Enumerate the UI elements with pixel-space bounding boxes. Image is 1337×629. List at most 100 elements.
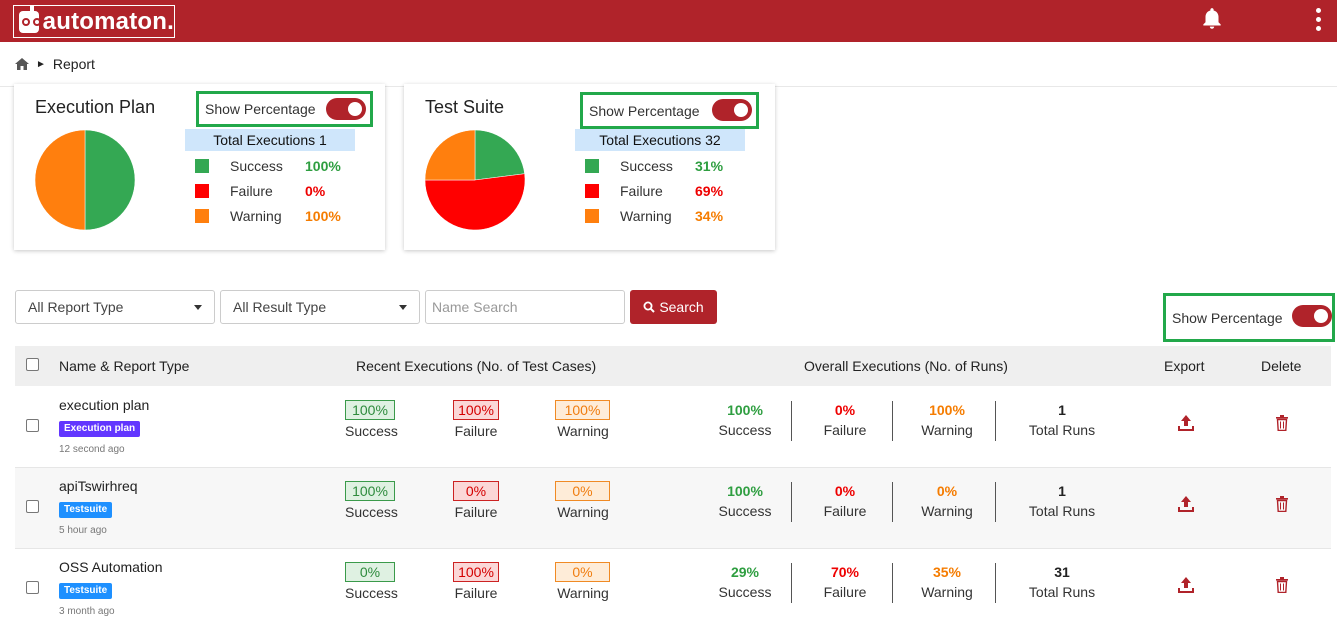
overall-failure-value: 0%: [834, 402, 856, 418]
select-all-checkbox[interactable]: [26, 358, 39, 371]
table-show-percentage-toggle-box: Show Percentage: [1163, 293, 1335, 342]
total-executions: Total Executions 1: [185, 129, 355, 151]
overall-failure-label: Failure: [823, 422, 867, 438]
overall-warning-label: Warning: [921, 584, 973, 600]
export-upload-icon[interactable]: [1177, 495, 1195, 513]
report-name[interactable]: OSS Automation: [59, 559, 163, 575]
recent-warning-value: 0%: [555, 481, 610, 501]
report-type-select[interactable]: All Report Type: [15, 290, 215, 324]
trash-icon[interactable]: [1275, 496, 1289, 512]
recent-failure-value: 100%: [453, 400, 499, 420]
show-percentage-switch[interactable]: [712, 99, 752, 121]
overall-success-value: 29%: [730, 564, 760, 580]
pie-slice-success: [474, 129, 525, 181]
report-time: 5 hour ago: [59, 525, 107, 536]
total-runs-label: Total Runs: [1028, 422, 1096, 438]
recent-failure-label: Failure: [454, 423, 498, 439]
kebab-menu-icon[interactable]: [1314, 8, 1322, 36]
breadcrumb: ► Report: [15, 55, 95, 73]
report-name[interactable]: execution plan: [59, 397, 150, 413]
recent-warning-label: Warning: [557, 423, 609, 439]
total-executions: Total Executions 32: [575, 129, 745, 151]
card-title: Execution Plan: [35, 97, 156, 117]
recent-success-value: 100%: [345, 481, 395, 501]
legend-value: 31%: [695, 158, 724, 174]
trash-icon[interactable]: [1275, 577, 1289, 593]
execution-plan-card: Execution Plan Show Percentage Total Exe…: [14, 84, 385, 250]
export-upload-icon[interactable]: [1177, 414, 1195, 432]
search-button-label: Search: [659, 299, 704, 315]
report-time: 12 second ago: [59, 444, 125, 455]
overall-failure-value: 0%: [834, 483, 856, 499]
legend-warning: Warning 34%: [585, 208, 755, 224]
header-name: Name & Report Type: [59, 358, 190, 374]
toggle-label: Show Percentage: [205, 101, 316, 117]
test-suite-pie-chart: [424, 129, 526, 231]
legend-failure: Failure 0%: [195, 183, 365, 199]
recent-warning-value: 0%: [555, 562, 610, 582]
header-delete: Delete: [1261, 358, 1302, 374]
recent-warning-label: Warning: [557, 585, 609, 601]
table-header: Name & Report Type Recent Executions (No…: [15, 346, 1331, 386]
pie-slice-warning: [424, 129, 476, 181]
execution-plan-pie-chart: [34, 129, 136, 231]
warning-swatch: [585, 209, 599, 223]
recent-success-label: Success: [345, 504, 398, 520]
legend-label: Failure: [230, 183, 273, 199]
legend-label: Warning: [230, 208, 282, 224]
row-checkbox[interactable]: [26, 500, 39, 513]
divider: [995, 563, 996, 603]
legend-value: 100%: [305, 208, 341, 224]
bell-icon[interactable]: [1199, 6, 1225, 32]
legend-label: Warning: [620, 208, 672, 224]
export-upload-icon[interactable]: [1177, 576, 1195, 594]
overall-failure-value: 70%: [830, 564, 860, 580]
recent-success-value: 0%: [345, 562, 395, 582]
divider: [892, 563, 893, 603]
search-button[interactable]: Search: [630, 290, 717, 324]
recent-failure-value: 0%: [453, 481, 499, 501]
pie-slice-failure: [424, 173, 526, 231]
report-type-badge: Testsuite: [59, 583, 113, 599]
recent-success-label: Success: [345, 423, 398, 439]
header-export: Export: [1164, 358, 1205, 374]
report-name[interactable]: apiTswirhreq: [59, 478, 138, 494]
overall-warning-value: 35%: [932, 564, 962, 580]
legend-label: Success: [620, 158, 673, 174]
show-percentage-switch[interactable]: [326, 98, 366, 120]
overall-runs-value: 1: [1058, 483, 1066, 499]
row-divider: [15, 548, 1331, 549]
row-checkbox[interactable]: [26, 581, 39, 594]
report-type-badge: Execution plan: [59, 421, 141, 437]
result-type-select[interactable]: All Result Type: [220, 290, 420, 324]
show-percentage-toggle-box: Show Percentage: [196, 91, 373, 127]
row-checkbox[interactable]: [26, 419, 39, 432]
card-title: Test Suite: [425, 97, 505, 117]
table-row: apiTswirhreq Testsuite 5 hour ago 100% S…: [15, 467, 1331, 548]
table-row: OSS Automation Testsuite 3 month ago 0% …: [15, 548, 1331, 629]
recent-warning-value: 100%: [555, 400, 610, 420]
overall-runs-value: 31: [1054, 564, 1070, 580]
legend-value: 100%: [305, 158, 341, 174]
table-show-percentage-switch[interactable]: [1292, 305, 1332, 327]
overall-success-label: Success: [718, 584, 772, 600]
report-type-badge: Testsuite: [59, 502, 113, 518]
search-icon: [643, 301, 656, 313]
report-time: 3 month ago: [59, 606, 115, 617]
trash-icon[interactable]: [1275, 415, 1289, 431]
header-overall-executions: Overall Executions (No. of Runs): [804, 358, 1008, 374]
toggle-label: Show Percentage: [589, 102, 700, 119]
recent-failure-label: Failure: [454, 504, 498, 520]
home-icon[interactable]: [15, 58, 29, 70]
total-runs-label: Total Runs: [1028, 503, 1096, 519]
breadcrumb-current: Report: [52, 56, 95, 72]
success-swatch: [195, 159, 209, 173]
total-runs-label: Total Runs: [1028, 584, 1096, 600]
name-search-input[interactable]: [425, 290, 625, 324]
robot-logo-icon: [19, 5, 41, 33]
overall-success-label: Success: [718, 422, 772, 438]
legend-failure: Failure 69%: [585, 183, 755, 199]
failure-swatch: [195, 184, 209, 198]
chevron-down-icon: [194, 305, 202, 310]
app-logo[interactable]: automaton.: [13, 5, 175, 38]
